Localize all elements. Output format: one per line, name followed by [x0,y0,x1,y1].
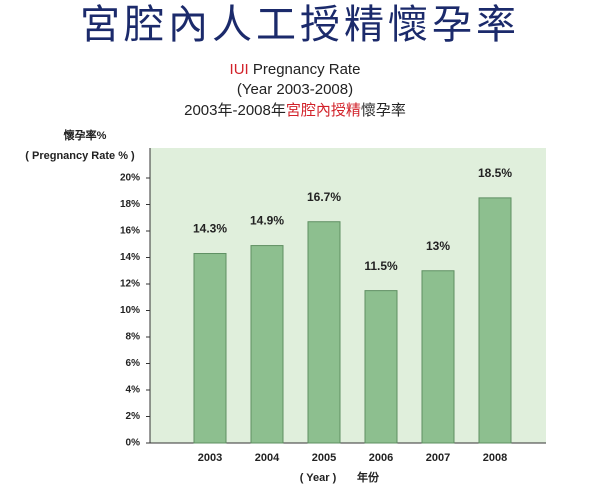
x-axis-label: 年份 [357,470,380,484]
data-label: 11.5% [364,259,398,273]
data-label: 14.9% [250,214,284,228]
y-tick-label: 2% [126,411,141,422]
bar [478,197,512,444]
data-label: 18.5% [478,166,512,180]
subtitle-line3: 2003年-2008年宮腔內授精懷孕率 [184,102,406,119]
chart-title: 宮腔內人工授精懷孕率 [80,2,520,48]
x-tick-label: 2005 [312,452,336,464]
subtitle-part: 懷孕率 [361,102,406,119]
y-tick-label: 8% [126,332,141,343]
data-label: 16.7% [307,190,341,204]
bar [193,253,227,444]
subtitle-red: IUI [230,61,249,78]
x-tick-label: 2008 [483,452,507,464]
y-axis-label: 懷孕率% [64,128,107,142]
subtitle-rest: Pregnancy Rate [253,61,361,78]
data-label: 13% [426,239,450,253]
y-axis-label: ( Pregnancy Rate % ) [25,150,135,162]
y-tick-label: 14% [120,252,140,263]
subtitle-part: 2003年-2008年 [184,102,286,119]
x-tick-label: 2006 [369,452,393,464]
bar [250,245,284,444]
y-tick-label: 4% [126,385,141,396]
data-label: 14.3% [193,222,227,236]
bar [307,221,341,444]
y-tick-label: 16% [120,226,140,237]
y-tick-label: 6% [126,358,141,369]
subtitle-part-red: 宮腔內授精 [286,102,361,119]
y-tick-label: 10% [120,305,140,316]
x-tick-label: 2004 [255,452,280,464]
x-tick-label: 2003 [198,452,222,464]
y-tick-label: 18% [120,199,140,210]
x-tick-label: 2007 [426,452,450,464]
bar [421,270,455,444]
subtitle: IUI Pregnancy Rate [230,61,361,78]
y-tick-label: 12% [120,279,140,290]
x-axis-label: ( Year ) [300,472,337,484]
subtitle-line2: (Year 2003-2008) [237,81,353,98]
bar [364,290,398,444]
y-tick-label: 0% [126,438,141,449]
y-tick-label: 20% [120,173,140,184]
